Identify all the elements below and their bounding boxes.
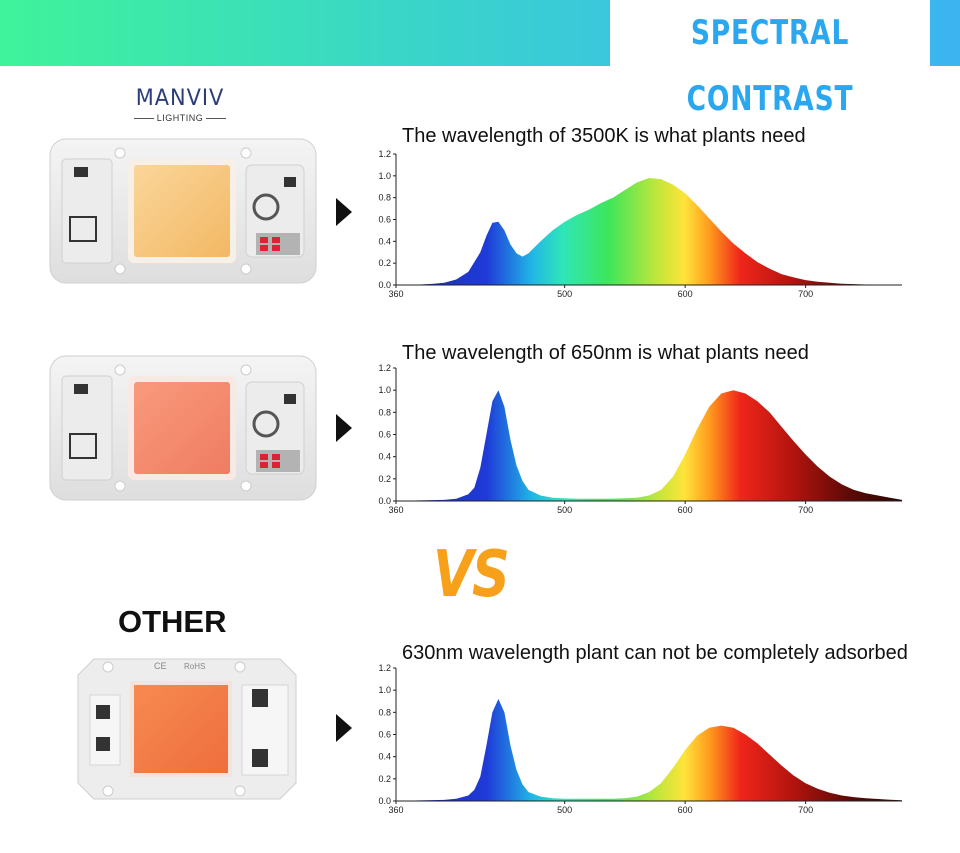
y-tick-label: 1.0 [378, 685, 391, 695]
other-label: OTHER [118, 604, 227, 639]
y-tick-label: 0.8 [378, 193, 391, 203]
y-tick-label: 0.2 [378, 774, 391, 784]
arrow-icon-3 [336, 714, 352, 742]
logo-wordmark: MANVIV [135, 86, 225, 111]
cob-chip-650nm [49, 355, 317, 501]
y-tick-label: 1.2 [378, 363, 391, 373]
x-tick-label: 600 [678, 289, 693, 299]
x-tick-label: 360 [388, 289, 403, 299]
x-tick-label: 700 [798, 289, 813, 299]
arrow-icon-1 [336, 198, 352, 226]
y-tick-label: 0.6 [378, 215, 391, 225]
logo-rule-left [134, 118, 154, 119]
x-tick-label: 700 [798, 805, 813, 815]
y-tick-label: 1.0 [378, 385, 391, 395]
y-tick-label: 1.2 [378, 149, 391, 159]
x-tick-label: 500 [557, 805, 572, 815]
chart-3-title: 630nm wavelength plant can not be comple… [402, 642, 908, 664]
spectrum-area [396, 699, 902, 801]
spectrum-area [396, 178, 902, 285]
vs-label: VS [433, 538, 510, 612]
cob-chip-other: CE RoHS [77, 658, 297, 800]
x-tick-label: 700 [798, 505, 813, 515]
x-tick-label: 500 [557, 505, 572, 515]
x-tick-label: 500 [557, 289, 572, 299]
brand-logo: MANVIV LIGHTING [128, 86, 232, 128]
x-tick-label: 360 [388, 505, 403, 515]
svg-text:CE: CE [154, 661, 167, 671]
logo-rule-right [206, 118, 226, 119]
x-tick-label: 600 [678, 805, 693, 815]
y-tick-label: 0.4 [378, 452, 391, 462]
chart-2-title: The wavelength of 650nm is what plants n… [402, 342, 809, 364]
y-tick-label: 1.2 [378, 663, 391, 673]
spectrum-chart-2: 0.0 0.2 0.4 0.6 0.8 1.0 1.2 360 500 600 700 [378, 363, 902, 515]
arrow-icon-2 [336, 414, 352, 442]
y-tick-label: 0.0 [378, 796, 391, 806]
y-tick-label: 0.8 [378, 707, 391, 717]
spectrum-chart-3: 0.0 0.2 0.4 0.6 0.8 1.0 1.2 360 500 600 700 [378, 663, 902, 815]
header-title-box [610, 0, 930, 66]
y-tick-label: 0.4 [378, 236, 391, 246]
x-tick-label: 600 [678, 505, 693, 515]
y-tick-label: 0.0 [378, 280, 391, 290]
svg-text:RoHS: RoHS [184, 662, 205, 671]
y-tick-label: 0.8 [378, 407, 391, 417]
cob-chip-3500k [49, 138, 317, 284]
y-tick-label: 0.4 [378, 752, 391, 762]
y-tick-label: 1.0 [378, 171, 391, 181]
spectrum-chart-1: 0.0 0.2 0.4 0.6 0.8 1.0 1.2 360 500 600 700 [378, 149, 902, 299]
spectrum-area [396, 390, 902, 501]
y-tick-label: 0.2 [378, 474, 391, 484]
x-tick-label: 360 [388, 805, 403, 815]
y-tick-label: 0.6 [378, 730, 391, 740]
y-tick-label: 0.2 [378, 258, 391, 268]
y-tick-label: 0.0 [378, 496, 391, 506]
page-title: SPECTRAL CONTRAST [686, 13, 854, 119]
chart-1-title: The wavelength of 3500K is what plants n… [402, 125, 806, 147]
logo-subtitle: LIGHTING [156, 113, 204, 123]
y-tick-label: 0.6 [378, 430, 391, 440]
